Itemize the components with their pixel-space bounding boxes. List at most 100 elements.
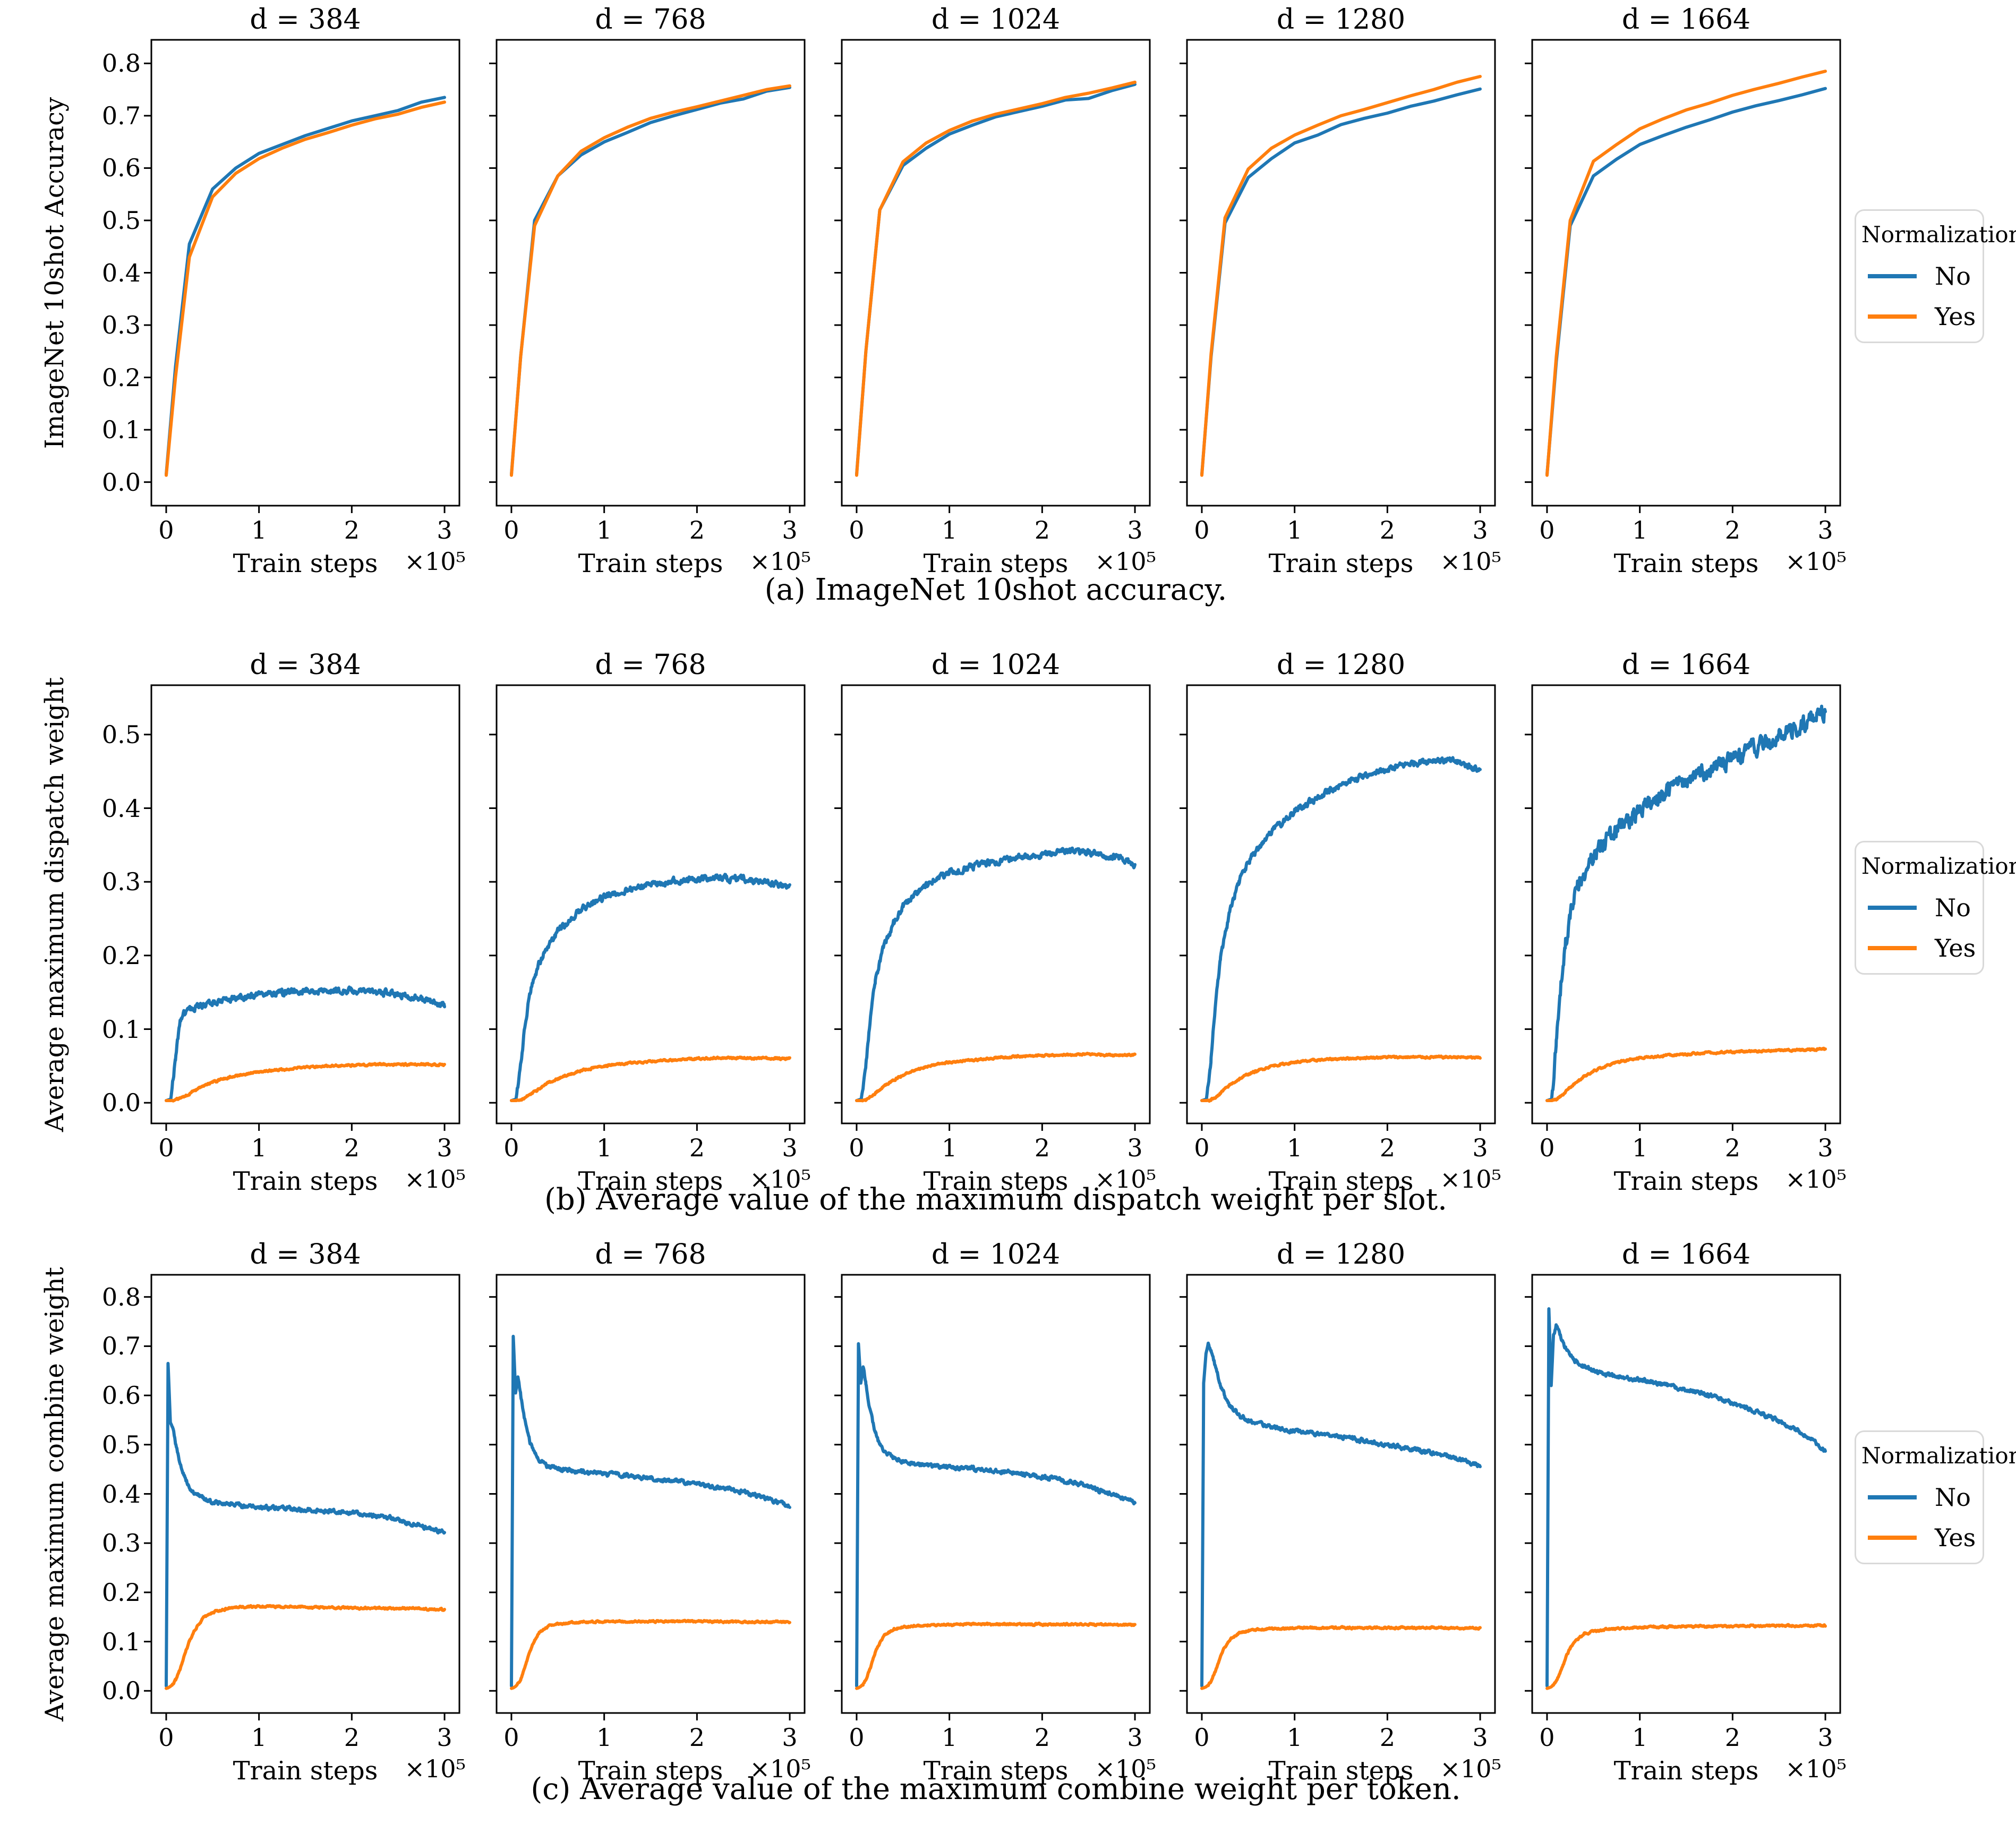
y-tick-label: 0.4: [101, 258, 141, 287]
x-tick-label: 3: [782, 1723, 798, 1752]
x-tick-label: 2: [344, 516, 360, 544]
x-tick-label: 0: [849, 516, 865, 544]
series-yes-normalization-line: [855, 80, 1137, 477]
x-axis-scale-exponent: ×10⁵: [1095, 547, 1156, 576]
x-tick-label: 3: [437, 1133, 452, 1162]
x-axis-scale-exponent: ×10⁵: [1785, 547, 1847, 576]
subplot-title: d = 768: [595, 649, 706, 681]
legend-line-swatch-no: [1868, 905, 1917, 910]
series-no-normalization-line: [855, 1342, 1137, 1687]
y-tick-label: 0.1: [101, 415, 141, 445]
subplot-title: d = 1280: [1276, 649, 1406, 681]
x-axis-scale-exponent: ×10⁵: [749, 1165, 811, 1194]
plot-area-a-d384: [144, 39, 460, 513]
x-tick-label: 0: [1194, 1723, 1210, 1752]
plot-area-b-d1024: [834, 684, 1151, 1131]
x-tick-label: 2: [1034, 1133, 1050, 1162]
x-tick-label: 3: [1472, 1133, 1488, 1162]
legend-entry-label: No: [1935, 261, 1971, 291]
x-tick-label: 0: [1194, 1133, 1210, 1162]
x-tick-label: 2: [344, 1723, 360, 1752]
series-no-normalization-line: [855, 846, 1137, 1102]
x-axis-label: Train steps: [1613, 1756, 1759, 1786]
series-no-normalization-line: [510, 873, 791, 1102]
legend-entry-no: No: [1861, 263, 1977, 289]
series-no-normalization-line: [1200, 87, 1482, 476]
x-axis-scale-exponent: ×10⁵: [749, 1754, 811, 1783]
x-tick-label: 0: [1194, 516, 1210, 544]
x-tick-label: 0: [849, 1133, 865, 1162]
subplot-title: d = 1664: [1621, 1239, 1751, 1271]
legend-normalization: Normalization No Yes: [1855, 840, 2016, 975]
x-tick-label: 2: [1034, 516, 1050, 544]
x-tick-label: 2: [689, 516, 705, 544]
x-tick-label: 3: [1472, 1723, 1488, 1752]
x-tick-label: 3: [1127, 516, 1143, 544]
series-yes-normalization-line: [510, 84, 791, 477]
y-tick-label: 0.6: [101, 1381, 141, 1410]
x-axis-label: Train steps: [923, 1166, 1069, 1196]
plot-area-b-d1664: [1525, 684, 1841, 1131]
x-tick-label: 1: [596, 516, 612, 544]
x-tick-label: 0: [503, 1133, 519, 1162]
x-tick-label: 0: [503, 516, 519, 544]
legend-line-swatch-yes: [1868, 314, 1917, 319]
x-tick-label: 3: [782, 516, 798, 544]
plot-area-a-d768: [489, 39, 806, 513]
y-tick-label: 0.1: [101, 1627, 141, 1656]
subplot-title: d = 384: [250, 1239, 361, 1271]
x-tick-label: 0: [158, 516, 174, 544]
x-axis-label: Train steps: [1268, 1756, 1414, 1786]
series-no-normalization-line: [165, 1361, 446, 1687]
series-yes-normalization-line: [855, 1052, 1137, 1103]
x-axis-label: Train steps: [233, 1166, 378, 1196]
plot-area-a-d1280: [1180, 39, 1496, 513]
x-axis-label: Train steps: [1613, 549, 1759, 578]
x-tick-label: 1: [1287, 1133, 1303, 1162]
x-axis-scale-exponent: ×10⁵: [1440, 1754, 1501, 1783]
x-tick-label: 0: [158, 1133, 174, 1162]
x-tick-label: 1: [1632, 516, 1648, 544]
x-axis-label: Train steps: [1613, 1166, 1759, 1196]
y-tick-label: 0.7: [101, 1332, 141, 1361]
x-tick-label: 2: [1379, 1133, 1395, 1162]
x-axis-scale-exponent: ×10⁵: [1785, 1165, 1847, 1194]
series-no-normalization-line: [855, 82, 1137, 476]
y-tick-label: 0.0: [101, 1676, 141, 1706]
legend-entry-no: No: [1861, 1484, 1977, 1511]
series-no-normalization-line: [1545, 704, 1827, 1102]
x-axis-label: Train steps: [578, 549, 723, 578]
x-tick-label: 1: [1632, 1133, 1648, 1162]
y-tick-label: 0.3: [101, 311, 141, 340]
x-axis-scale-exponent: ×10⁵: [749, 547, 811, 576]
plot-area-b-d1280: [1180, 684, 1496, 1131]
x-axis-scale-exponent: ×10⁵: [404, 547, 466, 576]
plot-area-b-d768: [489, 684, 806, 1131]
x-axis-scale-exponent: ×10⁵: [404, 1754, 466, 1783]
y-tick-label: 0.5: [101, 720, 141, 749]
x-axis-label: Train steps: [578, 1756, 723, 1786]
x-tick-label: 1: [251, 1133, 267, 1162]
x-axis-label: Train steps: [923, 1756, 1069, 1786]
x-tick-label: 2: [1724, 1723, 1740, 1752]
y-tick-label: 0.2: [101, 1578, 141, 1607]
y-tick-label: 0.2: [101, 941, 141, 970]
plot-area-c-d1024: [834, 1274, 1151, 1720]
x-tick-label: 3: [782, 1133, 798, 1162]
series-yes-normalization-line: [855, 1621, 1137, 1690]
series-no-normalization-line: [1545, 1307, 1827, 1687]
legend-title: Normalization: [1861, 221, 2016, 248]
legend-normalization: Normalization No Yes: [1855, 209, 2016, 343]
x-tick-label: 1: [1632, 1723, 1648, 1752]
caption-b: (b) Average value of the maximum dispatc…: [544, 1182, 1447, 1217]
series-yes-normalization-line: [1200, 1625, 1482, 1690]
series-no-normalization-line: [510, 86, 791, 476]
x-axis-label: Train steps: [1268, 549, 1414, 578]
x-tick-label: 3: [1127, 1723, 1143, 1752]
x-axis-label: Train steps: [1268, 1166, 1414, 1196]
legend-line-swatch-no: [1868, 1495, 1917, 1499]
legend-line-swatch-yes: [1868, 945, 1917, 950]
legend-entry-label: No: [1935, 1482, 1971, 1512]
series-no-normalization-line: [165, 96, 446, 476]
series-yes-normalization-line: [165, 100, 446, 477]
